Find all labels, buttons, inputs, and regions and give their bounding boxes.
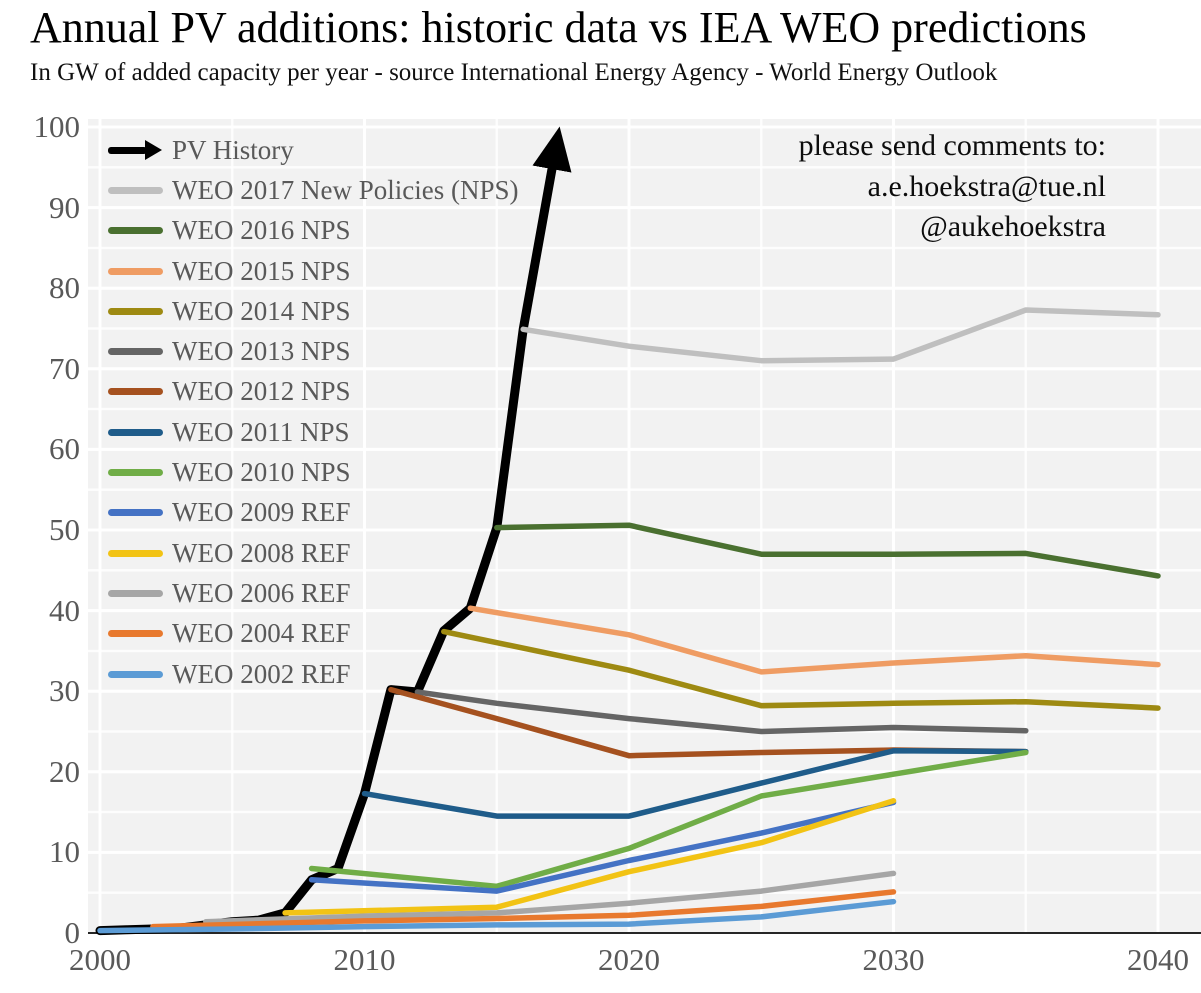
series-line-weo-2015-nps (467, 605, 1161, 675)
arrow-line (108, 146, 147, 154)
series-line-weo-2014-nps (441, 628, 1161, 711)
legend-label: WEO 2012 NPS (172, 376, 351, 407)
legend-item-weo-2009-ref: WEO 2009 REF (108, 493, 518, 533)
y-tick-label-80: 80 (49, 270, 80, 306)
legend-label: WEO 2015 NPS (172, 255, 351, 286)
x-tick-label-2030: 2030 (862, 942, 925, 977)
legend-arrow-swatch-icon (108, 140, 163, 161)
series-line-weo-2016-nps (494, 522, 1161, 579)
legend-color-swatch-icon (108, 267, 163, 275)
series-line-weo-2017-new-policies-nps (520, 307, 1161, 364)
comments-annotation: please send comments to: a.e.hoekstra@tu… (799, 126, 1106, 248)
x-tick-label-2040: 2040 (1127, 942, 1189, 977)
y-tick-label-90: 90 (49, 189, 80, 225)
legend-item-weo-2017-new-policies-nps: WEO 2017 New Policies (NPS) (108, 170, 518, 210)
legend-color-swatch-icon (108, 670, 163, 678)
chart-legend: PV History WEO 2017 New Policies (NPS) WEO… (108, 130, 518, 694)
arrow-head (145, 140, 162, 161)
y-tick-label-60: 60 (49, 431, 80, 467)
legend-item-pv-history: PV History (108, 130, 518, 170)
annotation-line-2: a.e.hoekstra@tue.nl (867, 169, 1106, 203)
legend-item-weo-2002-ref: WEO 2002 REF (108, 654, 518, 694)
series-line-weo-2013-nps (414, 689, 1029, 735)
legend-label: WEO 2017 New Policies (NPS) (172, 174, 519, 205)
x-tick-label-2020: 2020 (598, 942, 660, 977)
series-line-weo-2009-ref (308, 799, 897, 894)
page-subtitle: In GW of added capacity per year - sourc… (30, 59, 998, 86)
legend-color-swatch-icon (108, 307, 163, 315)
x-tick-label-2010: 2010 (333, 942, 396, 977)
legend-label: WEO 2002 REF (172, 658, 351, 689)
y-tick-label-50: 50 (49, 512, 80, 547)
y-tick-label-20: 20 (49, 753, 80, 789)
legend-color-swatch-icon (108, 186, 163, 194)
y-tick-label-100: 100 (33, 109, 81, 144)
series-line-weo-2002-ref (97, 898, 897, 934)
x-tick-label-2000: 2000 (69, 942, 131, 977)
legend-color-swatch-icon (108, 589, 163, 597)
legend-item-weo-2015-nps: WEO 2015 NPS (108, 251, 518, 291)
legend-label: WEO 2009 REF (172, 497, 351, 528)
series-line-weo-2011-nps (361, 748, 1029, 819)
legend-item-weo-2004-ref: WEO 2004 REF (108, 614, 518, 654)
legend-label: WEO 2016 NPS (172, 215, 351, 246)
y-tick-label-0: 0 (64, 915, 81, 950)
series-line-weo-2004-ref (150, 889, 897, 930)
legend-item-weo-2008-ref: WEO 2008 REF (108, 533, 518, 573)
legend-color-swatch-icon (108, 348, 163, 356)
legend-color-swatch-icon (108, 509, 163, 517)
legend-item-weo-2010-nps: WEO 2010 NPS (108, 452, 518, 492)
page-title: Annual PV additions: historic data vs IE… (30, 3, 1087, 52)
y-tick-label-70: 70 (49, 350, 80, 386)
legend-color-swatch-icon (108, 428, 163, 436)
legend-label: PV History (172, 134, 294, 165)
legend-label: WEO 2014 NPS (172, 295, 351, 326)
y-tick-label-30: 30 (49, 673, 80, 709)
legend-label: WEO 2004 REF (172, 618, 351, 649)
series-line-weo-2008-ref (282, 798, 897, 916)
series-line-weo-2010-nps (308, 749, 1029, 890)
legend-label: WEO 2010 NPS (172, 457, 351, 488)
legend-label: WEO 2006 REF (172, 577, 351, 608)
legend-color-swatch-icon (108, 630, 163, 638)
legend-label: WEO 2013 NPS (172, 336, 351, 367)
legend-color-swatch-icon (108, 227, 163, 235)
legend-item-weo-2016-nps: WEO 2016 NPS (108, 211, 518, 251)
series-line-weo-2006-ref (203, 870, 897, 925)
y-tick-label-10: 10 (49, 834, 80, 870)
chart-header: Annual PV additions: historic data vs IE… (30, 2, 1087, 87)
legend-item-weo-2006-ref: WEO 2006 REF (108, 573, 518, 613)
annotation-line-1: please send comments to: (798, 129, 1106, 162)
legend-item-weo-2013-nps: WEO 2013 NPS (108, 331, 518, 371)
legend-item-weo-2011-nps: WEO 2011 NPS (108, 412, 518, 452)
y-tick-label-40: 40 (49, 592, 80, 628)
annotation-line-3: @aukehoekstra (920, 210, 1106, 243)
legend-color-swatch-icon (108, 549, 163, 557)
legend-label: WEO 2008 REF (172, 537, 351, 568)
legend-color-swatch-icon (108, 469, 163, 477)
legend-color-swatch-icon (108, 388, 163, 396)
legend-label: WEO 2011 NPS (172, 416, 350, 447)
legend-item-weo-2014-nps: WEO 2014 NPS (108, 291, 518, 331)
legend-item-weo-2012-nps: WEO 2012 NPS (108, 372, 518, 412)
